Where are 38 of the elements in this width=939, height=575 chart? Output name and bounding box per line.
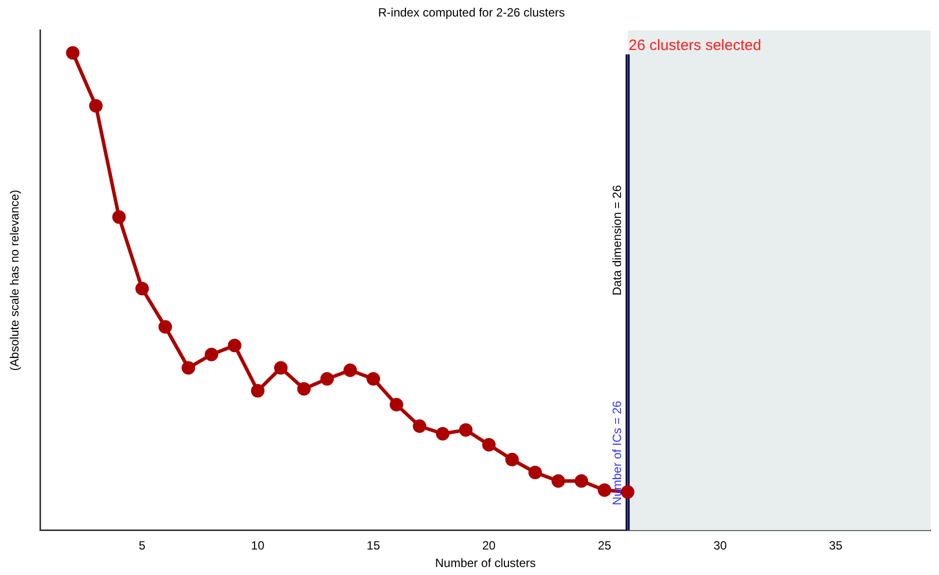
x-tick-label: 5	[138, 538, 146, 553]
point	[158, 320, 172, 334]
point	[228, 338, 242, 352]
point	[274, 361, 288, 375]
chart-title: R-index computed for 2-26 clusters	[378, 6, 565, 20]
point	[574, 474, 588, 488]
x-tick-label: 25	[598, 538, 612, 553]
point	[320, 372, 334, 386]
x-axis-title: Number of clusters	[435, 556, 536, 570]
x-tick-label: 35	[829, 538, 843, 553]
point	[390, 398, 404, 412]
point	[552, 474, 566, 488]
x-tick-label: 10	[251, 538, 265, 553]
point	[505, 452, 519, 466]
point	[135, 282, 149, 296]
point	[66, 46, 80, 60]
point	[89, 99, 103, 113]
ref-line-label: Number of ICs = 26	[610, 400, 624, 506]
ref-line-label: Data dimension = 26	[610, 184, 624, 296]
point	[412, 419, 426, 433]
point	[366, 372, 380, 386]
point	[598, 483, 612, 497]
point	[112, 210, 126, 224]
point	[204, 348, 218, 362]
point	[250, 384, 264, 398]
x-tick-label: 15	[366, 538, 380, 553]
y-axis-title: (Absolute scale has no relevance)	[8, 190, 22, 371]
point	[528, 466, 542, 480]
point	[620, 485, 634, 499]
point	[182, 361, 196, 375]
point	[343, 364, 357, 378]
band-label: 26 clusters selected	[628, 37, 762, 54]
point	[436, 427, 450, 441]
x-tick-label: 20	[482, 538, 496, 553]
point	[482, 438, 496, 452]
x-tick-label: 30	[713, 538, 728, 553]
point	[459, 423, 473, 437]
point	[297, 382, 311, 396]
